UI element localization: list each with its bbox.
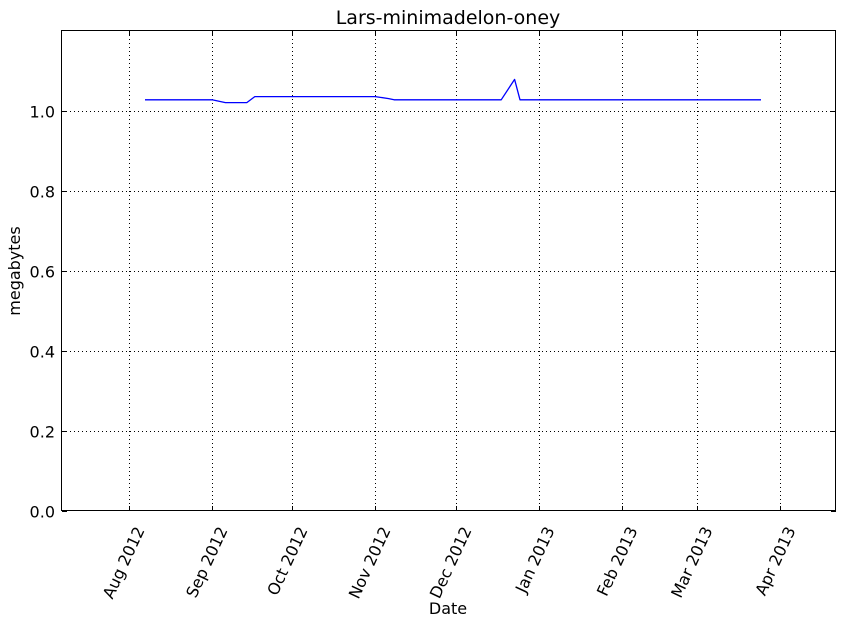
y-tick-label: 0.0: [30, 503, 55, 522]
data-series: [145, 78, 761, 104]
series-line: [145, 78, 761, 104]
y-tick-label: 0.8: [30, 183, 55, 202]
x-axis-label: Date: [429, 599, 467, 618]
y-tick-label: 0.2: [30, 423, 55, 442]
grid: [62, 31, 836, 511]
plot-frame: [61, 30, 836, 511]
y-tick-label: 1.0: [30, 103, 55, 122]
chart-title: Lars-minimadelon-oney: [336, 7, 561, 29]
y-axis-label: megabytes: [5, 226, 24, 315]
y-tick-label: 0.6: [30, 263, 55, 282]
y-tick-label: 0.4: [30, 343, 55, 362]
